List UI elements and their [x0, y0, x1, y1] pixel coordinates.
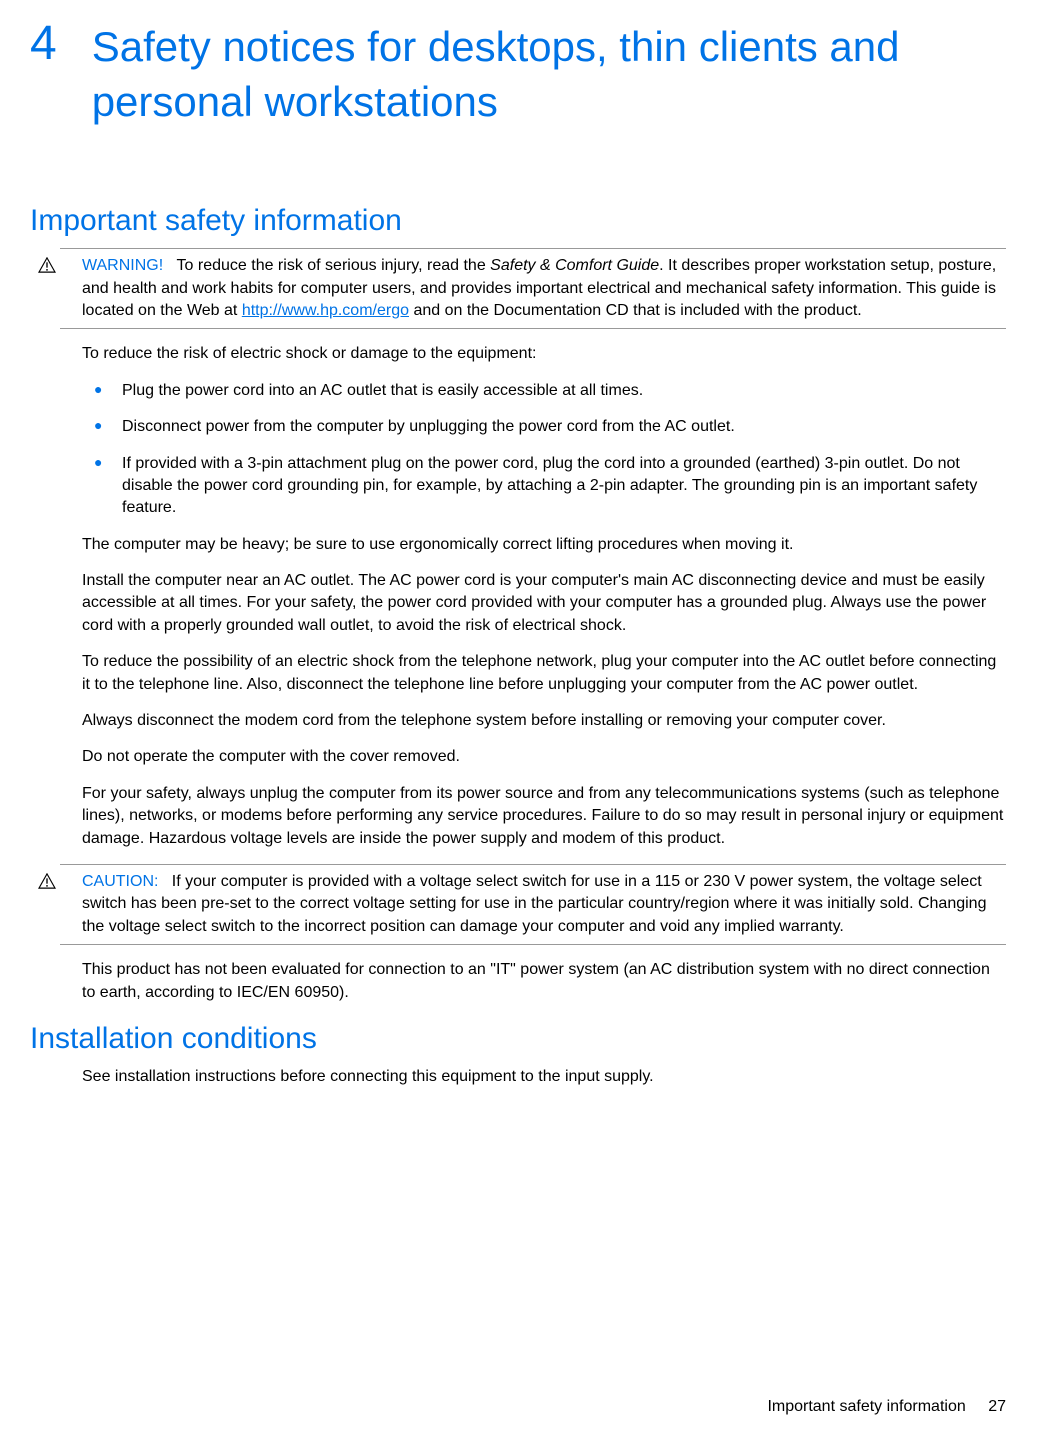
warning-block: WARNING! To reduce the risk of serious i… — [60, 248, 1006, 329]
caution-icon — [38, 873, 56, 889]
chapter-title: Safety notices for desktops, thin client… — [92, 20, 1006, 129]
caution-block: CAUTION: If your computer is provided wi… — [60, 864, 1006, 945]
para-telephone: To reduce the possibility of an electric… — [82, 651, 1006, 696]
warning-pre-italic: To reduce the risk of serious injury, re… — [177, 257, 491, 274]
warning-label: WARNING! — [82, 257, 163, 274]
para-it-power: This product has not been evaluated for … — [82, 959, 1006, 1004]
footer-title: Important safety information — [767, 1398, 965, 1415]
chapter-number: 4 — [30, 20, 57, 68]
warning-link[interactable]: http://www.hp.com/ergo — [242, 302, 409, 319]
caution-text: CAUTION: If your computer is provided wi… — [82, 873, 986, 935]
para-install-near: Install the computer near an AC outlet. … — [82, 570, 1006, 637]
section-heading-safety-info: Important safety information — [30, 204, 1006, 238]
para-heavy: The computer may be heavy; be sure to us… — [82, 534, 1006, 556]
section-heading-installation: Installation conditions — [30, 1022, 1006, 1056]
list-item: Disconnect power from the computer by un… — [82, 416, 1006, 438]
warning-italic: Safety & Comfort Guide — [490, 257, 659, 274]
warning-post-link: and on the Documentation CD that is incl… — [409, 302, 862, 319]
list-item: Plug the power cord into an AC outlet th… — [82, 380, 1006, 402]
footer-page-number: 27 — [988, 1398, 1006, 1415]
chapter-header: 4 Safety notices for desktops, thin clie… — [30, 20, 1006, 129]
caution-label: CAUTION: — [82, 873, 158, 890]
para-cover: Do not operate the computer with the cov… — [82, 746, 1006, 768]
page-footer: Important safety information 27 — [767, 1398, 1006, 1416]
warning-icon — [38, 257, 56, 273]
para-modem: Always disconnect the modem cord from th… — [82, 710, 1006, 732]
bullet-list: Plug the power cord into an AC outlet th… — [82, 380, 1006, 520]
para-shock-intro: To reduce the risk of electric shock or … — [82, 343, 1006, 365]
para-unplug: For your safety, always unplug the compu… — [82, 783, 1006, 850]
warning-text: WARNING! To reduce the risk of serious i… — [82, 257, 996, 319]
caution-body: If your computer is provided with a volt… — [82, 873, 986, 935]
list-item: If provided with a 3-pin attachment plug… — [82, 453, 1006, 520]
para-installation: See installation instructions before con… — [82, 1066, 1006, 1088]
